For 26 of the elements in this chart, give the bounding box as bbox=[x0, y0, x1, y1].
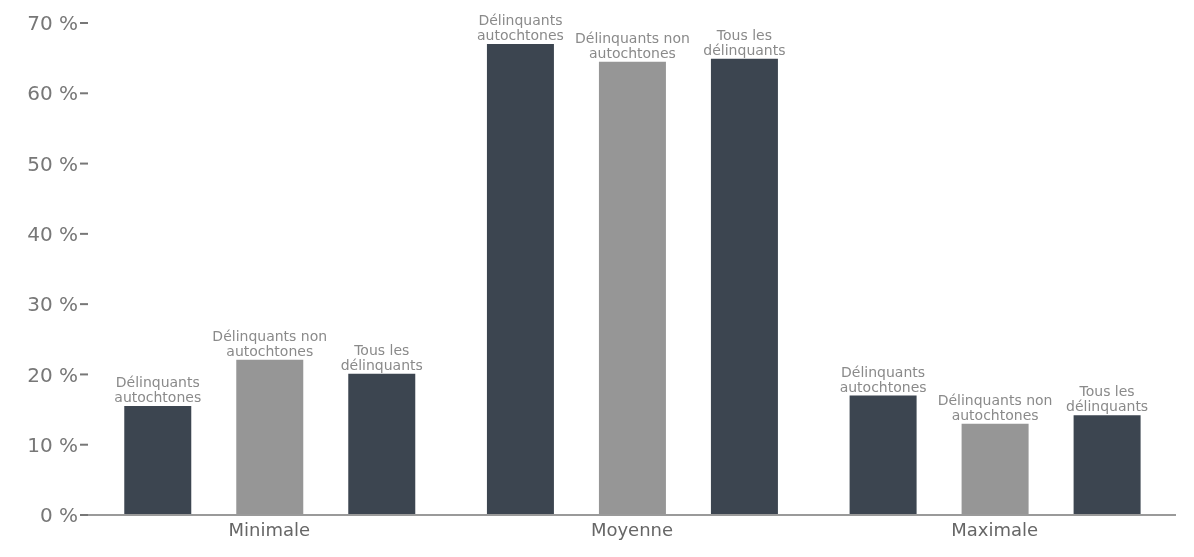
bar bbox=[486, 44, 554, 515]
series-label: Tous les délinquants bbox=[703, 26, 786, 58]
y-tick-label: 50 % bbox=[27, 151, 78, 176]
text: Tous les délinquants bbox=[1066, 383, 1149, 415]
text: Tous les délinquants bbox=[340, 341, 423, 373]
x-tick-label: Moyenne bbox=[590, 518, 674, 540]
y-tick-label: 20 % bbox=[27, 362, 78, 387]
bar bbox=[348, 373, 416, 515]
bar bbox=[1073, 415, 1141, 515]
text: Délinquants autochtones bbox=[476, 12, 564, 44]
y-tick-label: 40 % bbox=[27, 221, 78, 246]
text: Délinquants non autochtones bbox=[575, 29, 690, 61]
bar bbox=[124, 406, 192, 515]
text: Délinquants autochtones bbox=[114, 374, 202, 406]
bar bbox=[710, 58, 778, 515]
x-tick-label: Minimale bbox=[228, 518, 311, 540]
y-tick-label: 0 % bbox=[39, 503, 78, 528]
y-tick-label: 30 % bbox=[27, 292, 78, 317]
series-label: Délinquants autochtones bbox=[839, 363, 927, 395]
text: Délinquants non autochtones bbox=[937, 391, 1053, 423]
y-tick-label: 60 % bbox=[27, 81, 78, 106]
y-tick-label: 70 % bbox=[27, 11, 78, 36]
x-tick-label: Maximale bbox=[951, 518, 1039, 540]
y-tick-label: 10 % bbox=[27, 432, 78, 457]
bar bbox=[849, 395, 917, 515]
series-label: Délinquants non autochtones bbox=[212, 327, 328, 359]
